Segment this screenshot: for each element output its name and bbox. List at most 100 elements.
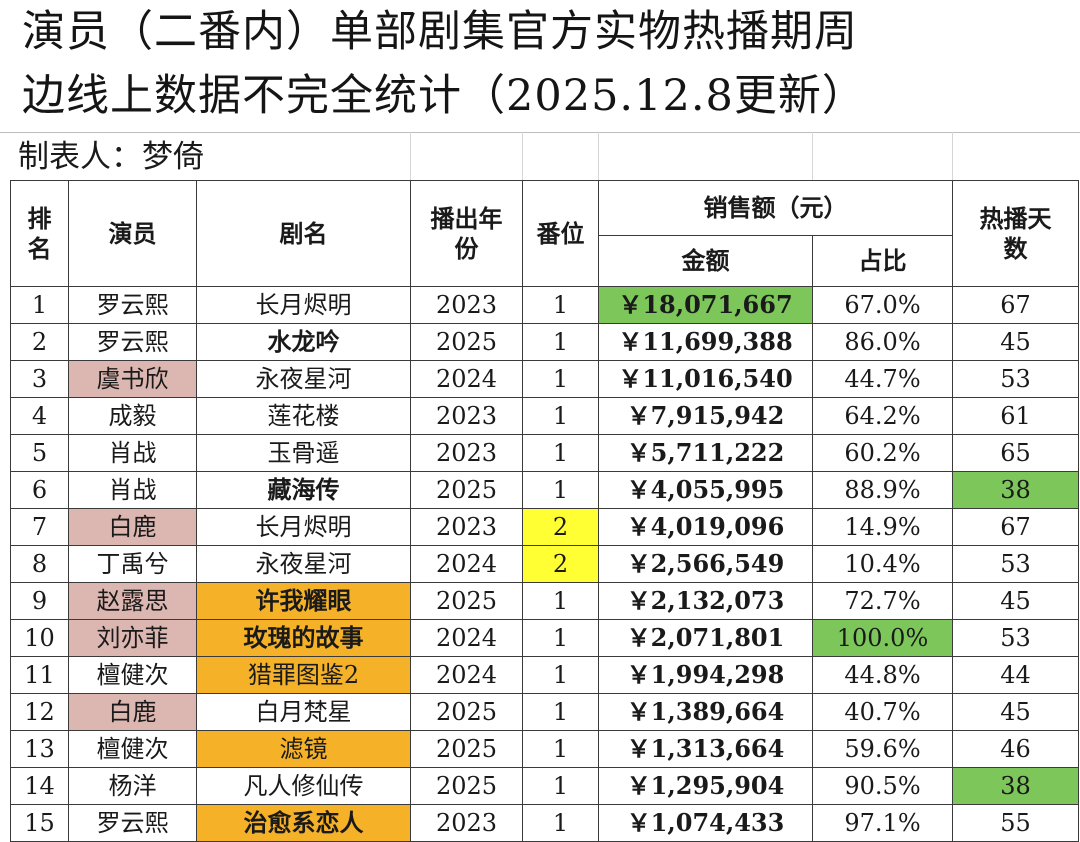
cell-share: 10.4%: [812, 545, 953, 583]
cell-actor: 丁禹兮: [68, 545, 197, 583]
table-row: 13 檀健次 滤镜 2025 1 ￥1,313,664 59.6% 46: [10, 730, 1079, 768]
cell-actor: 肖战: [68, 434, 197, 472]
cell-drama: 永夜星河: [196, 360, 411, 398]
cell-days: 38: [952, 471, 1079, 509]
table-row: 3 虞书欣 永夜星河 2024 1 ￥11,016,540 44.7% 53: [10, 360, 1079, 398]
table-row: 11 檀健次 猎罪图鉴2 2024 1 ￥1,994,298 44.8% 44: [10, 656, 1079, 694]
cell-drama: 滤镜: [196, 730, 411, 768]
cell-billing: 1: [522, 360, 599, 398]
cell-share: 72.7%: [812, 582, 953, 620]
sales-table: 排名 演员 剧名 播出年份 番位 销售额（元） 热播天数 金额 占比 1 罗云熙长…: [10, 180, 1079, 842]
cell-actor: 檀健次: [68, 730, 197, 768]
cell-amount: ￥11,016,540: [598, 360, 813, 398]
cell-days: 46: [952, 730, 1079, 768]
cell-share: 44.8%: [812, 656, 953, 694]
cell-year: 2025: [410, 471, 523, 509]
cell-amount: ￥2,566,549: [598, 545, 813, 583]
cell-year: 2023: [410, 434, 523, 472]
cell-share: 59.6%: [812, 730, 953, 768]
cell-rank: 3: [10, 360, 69, 398]
cell-year: 2023: [410, 286, 523, 324]
cell-actor: 檀健次: [68, 656, 197, 694]
cell-rank: 9: [10, 582, 69, 620]
cell-drama: 玉骨遥: [196, 434, 411, 472]
table-maker: 制表人：梦倚: [18, 139, 204, 175]
cell-year: 2024: [410, 360, 523, 398]
cell-days: 53: [952, 360, 1079, 398]
cell-rank: 13: [10, 730, 69, 768]
table-body: 1 罗云熙 长月烬明 2023 1 ￥18,071,667 67.0% 67 2 罗云熙 水龙吟 20…: [10, 286, 1079, 842]
cell-share: 64.2%: [812, 397, 953, 435]
cell-billing: 2: [522, 508, 599, 546]
cell-actor: 罗云熙: [68, 286, 197, 324]
cell-days: 67: [952, 508, 1079, 546]
cell-drama: 猎罪图鉴2: [196, 656, 411, 694]
grid-line: [522, 132, 523, 180]
cell-days: 38: [952, 767, 1079, 805]
cell-year: 2023: [410, 508, 523, 546]
cell-days: 67: [952, 286, 1079, 324]
cell-drama: 许我耀眼: [196, 582, 411, 620]
cell-year: 2024: [410, 545, 523, 583]
cell-share: 67.0%: [812, 286, 953, 324]
header-days: 热播天数: [952, 180, 1079, 287]
cell-year: 2024: [410, 656, 523, 694]
cell-rank: 8: [10, 545, 69, 583]
cell-days: 61: [952, 397, 1079, 435]
cell-actor: 赵露思: [68, 582, 197, 620]
cell-amount: ￥7,915,942: [598, 397, 813, 435]
cell-rank: 10: [10, 619, 69, 657]
header-amount: 金额: [598, 235, 813, 287]
cell-billing: 1: [522, 656, 599, 694]
grid-line: [410, 132, 411, 180]
cell-rank: 6: [10, 471, 69, 509]
cell-days: 45: [952, 582, 1079, 620]
header-rank: 排名: [10, 180, 69, 287]
table-row: 6 肖战 藏海传 2025 1 ￥4,055,995 88.9% 38: [10, 471, 1079, 509]
cell-actor: 白鹿: [68, 508, 197, 546]
cell-drama: 水龙吟: [196, 323, 411, 361]
cell-drama: 凡人修仙传: [196, 767, 411, 805]
cell-amount: ￥1,074,433: [598, 804, 813, 842]
cell-year: 2023: [410, 397, 523, 435]
cell-rank: 1: [10, 286, 69, 324]
cell-billing: 1: [522, 767, 599, 805]
title-line-2: 边线上数据不完全统计（2025.12.8更新）: [22, 71, 866, 121]
cell-days: 45: [952, 693, 1079, 731]
table-row: 2 罗云熙 水龙吟 2025 1 ￥11,699,388 86.0% 45: [10, 323, 1079, 361]
cell-share: 86.0%: [812, 323, 953, 361]
cell-drama: 藏海传: [196, 471, 411, 509]
cell-drama: 白月梵星: [196, 693, 411, 731]
cell-billing: 1: [522, 693, 599, 731]
table-row: 12 白鹿 白月梵星 2025 1 ￥1,389,664 40.7% 45: [10, 693, 1079, 731]
grid-line: [598, 132, 599, 180]
header-subrow: 金额 占比: [11, 235, 1079, 287]
cell-rank: 2: [10, 323, 69, 361]
cell-share: 60.2%: [812, 434, 953, 472]
cell-share: 90.5%: [812, 767, 953, 805]
grid-line: [812, 132, 813, 180]
cell-amount: ￥1,389,664: [598, 693, 813, 731]
header-year: 播出年份: [410, 180, 523, 287]
cell-billing: 1: [522, 323, 599, 361]
cell-share: 100.0%: [812, 619, 953, 657]
title-block: 演员（二番内）单部剧集官方实物热播期周 边线上数据不完全统计（2025.12.8…: [0, 0, 1080, 133]
cell-year: 2025: [410, 323, 523, 361]
cell-billing: 1: [522, 397, 599, 435]
cell-amount: ￥5,711,222: [598, 434, 813, 472]
cell-amount: ￥2,132,073: [598, 582, 813, 620]
cell-drama: 永夜星河: [196, 545, 411, 583]
cell-drama: 长月烬明: [196, 508, 411, 546]
grid-line: [952, 132, 953, 180]
cell-days: 45: [952, 323, 1079, 361]
header-billing: 番位: [522, 180, 599, 287]
cell-drama: 治愈系恋人: [196, 804, 411, 842]
cell-days: 55: [952, 804, 1079, 842]
header-actor: 演员: [68, 180, 197, 287]
cell-billing: 1: [522, 434, 599, 472]
cell-billing: 1: [522, 619, 599, 657]
cell-rank: 5: [10, 434, 69, 472]
cell-amount: ￥4,019,096: [598, 508, 813, 546]
cell-actor: 肖战: [68, 471, 197, 509]
cell-year: 2025: [410, 582, 523, 620]
